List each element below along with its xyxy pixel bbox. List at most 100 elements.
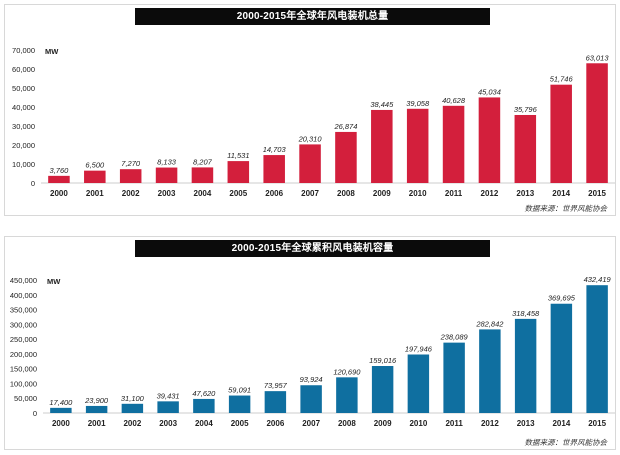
y-tick-label: 400,000 xyxy=(10,291,37,300)
x-tick-label: 2011 xyxy=(445,419,463,428)
y-tick-label: 250,000 xyxy=(10,335,37,344)
bar xyxy=(300,385,322,413)
y-tick-label: 0 xyxy=(33,409,37,418)
y-tick-label: 350,000 xyxy=(10,306,37,315)
bar xyxy=(442,105,465,183)
bar-value-label: 39,431 xyxy=(157,391,180,400)
bar-value-label: 318,458 xyxy=(512,309,540,318)
bar xyxy=(191,167,214,183)
bar xyxy=(227,161,250,183)
x-tick-label: 2006 xyxy=(266,419,284,428)
bar xyxy=(586,63,608,183)
unit-label: MW xyxy=(45,47,59,56)
bar-value-label: 40,628 xyxy=(442,96,466,105)
chart-title: 2000-2015年全球累积风电装机容量 xyxy=(135,240,490,257)
bar xyxy=(228,395,251,413)
x-tick-label: 2007 xyxy=(302,419,320,428)
bar xyxy=(443,342,465,413)
bar-value-label: 23,900 xyxy=(84,396,109,405)
x-tick-label: 2015 xyxy=(588,189,606,198)
x-tick-label: 2002 xyxy=(123,419,141,428)
unit-label: MW xyxy=(47,277,61,286)
y-tick-label: 150,000 xyxy=(10,365,37,374)
source-note: 数据来源：世界风能协会 xyxy=(524,204,608,213)
x-tick-label: 2005 xyxy=(231,419,249,428)
y-tick-label: 60,000 xyxy=(12,65,35,74)
bar-value-label: 159,016 xyxy=(369,356,397,365)
bar-value-label: 35,796 xyxy=(514,105,538,114)
bar-value-label: 120,690 xyxy=(333,367,361,376)
bar xyxy=(586,285,608,413)
bar xyxy=(155,167,178,183)
bar xyxy=(406,108,429,183)
bar-value-label: 197,946 xyxy=(405,344,433,353)
x-tick-label: 2014 xyxy=(552,189,570,198)
source-note: 数据来源：世界风能协会 xyxy=(524,438,608,447)
bar-value-label: 20,310 xyxy=(298,134,323,143)
bar-value-label: 93,924 xyxy=(300,375,323,384)
x-tick-label: 2007 xyxy=(301,189,319,198)
bar-value-label: 59,091 xyxy=(228,386,251,395)
bar-value-label: 8,133 xyxy=(157,158,177,167)
x-tick-label: 2009 xyxy=(374,419,392,428)
x-tick-label: 2000 xyxy=(50,189,68,198)
x-tick-label: 2004 xyxy=(195,419,213,428)
bar-value-label: 432,419 xyxy=(584,275,612,284)
bar xyxy=(85,405,108,413)
x-tick-label: 2012 xyxy=(481,189,499,198)
y-tick-label: 10,000 xyxy=(12,160,35,169)
y-tick-label: 50,000 xyxy=(12,84,35,93)
x-tick-label: 2003 xyxy=(159,419,177,428)
y-tick-label: 30,000 xyxy=(12,122,35,131)
x-tick-label: 2014 xyxy=(552,419,570,428)
x-tick-label: 2012 xyxy=(481,419,499,428)
y-tick-label: 300,000 xyxy=(10,320,37,329)
bar xyxy=(84,170,106,183)
bar xyxy=(193,398,215,413)
x-tick-label: 2008 xyxy=(337,189,355,198)
bar-value-label: 8,207 xyxy=(193,157,213,166)
bar-value-label: 14,703 xyxy=(263,145,287,154)
bar xyxy=(371,366,394,413)
bar xyxy=(121,403,144,413)
x-tick-label: 2009 xyxy=(373,189,391,198)
y-tick-label: 70,000 xyxy=(12,46,35,55)
x-tick-label: 2004 xyxy=(194,189,212,198)
bar-chart-annual: MW 0 10,000 20,000 30,000 40,000 50,000 60,000 7… xyxy=(12,46,615,198)
bar-value-label: 11,531 xyxy=(227,151,249,160)
bar xyxy=(48,175,70,183)
bar xyxy=(335,131,357,183)
x-tick-label: 2000 xyxy=(52,419,70,428)
bar-value-label: 47,620 xyxy=(192,389,216,398)
bar-value-label: 38,445 xyxy=(370,100,394,109)
bar-value-label: 73,957 xyxy=(264,381,288,390)
chart-panel-annual: 2000-2015年全球年风电装机总量 MW 0 10,000 20,000 30,00… xyxy=(4,4,616,216)
x-tick-label: 2011 xyxy=(445,189,463,198)
y-tick-label: 100,000 xyxy=(10,379,37,388)
chart-panel-cumulative: 2000-2015年全球累积风电装机容量 MW 0 50,000 100,000 150… xyxy=(4,236,616,450)
bar xyxy=(263,155,285,183)
bar xyxy=(119,169,142,183)
bar-value-label: 26,874 xyxy=(333,122,357,131)
bar-value-label: 3,760 xyxy=(50,166,70,175)
bar-value-label: 7,270 xyxy=(121,159,141,168)
bar xyxy=(264,391,287,413)
bar xyxy=(157,401,179,413)
bar xyxy=(514,318,537,413)
bar xyxy=(407,354,430,413)
bar xyxy=(550,84,572,183)
x-tick-label: 2010 xyxy=(409,189,427,198)
bar-value-label: 238,089 xyxy=(440,333,469,342)
x-tick-label: 2003 xyxy=(158,189,176,198)
bar-value-label: 51,746 xyxy=(550,75,574,84)
x-tick-label: 2013 xyxy=(516,189,534,198)
x-tick-label: 2005 xyxy=(229,189,247,198)
y-tick-label: 450,000 xyxy=(10,276,37,285)
x-tick-label: 2008 xyxy=(338,419,356,428)
y-tick-label: 20,000 xyxy=(12,141,35,150)
y-tick-label: 50,000 xyxy=(14,394,37,403)
bar-value-label: 6,500 xyxy=(85,161,105,170)
x-tick-label: 2001 xyxy=(86,189,104,198)
x-tick-label: 2010 xyxy=(409,419,427,428)
bar xyxy=(479,329,501,413)
